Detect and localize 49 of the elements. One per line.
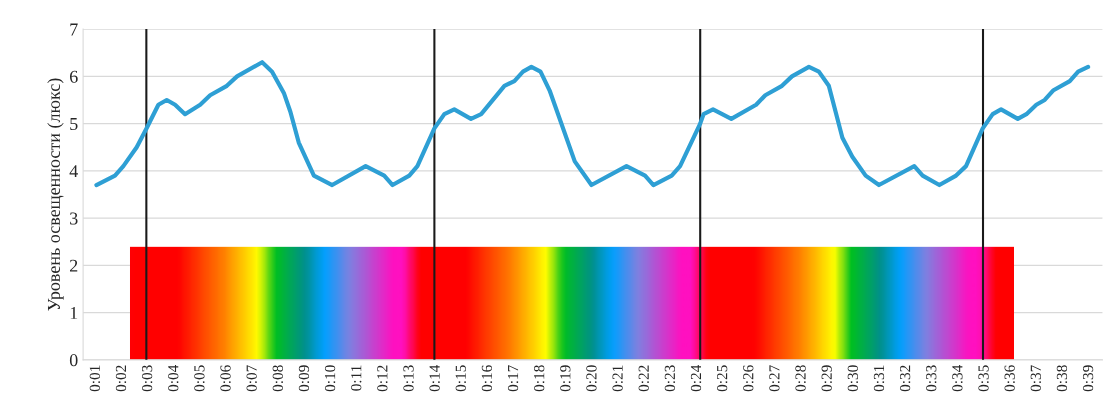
x-tick-label: 0:24 — [690, 364, 702, 392]
y-tick-label: 5 — [70, 118, 78, 131]
x-tick-label: 0:07 — [246, 365, 257, 392]
x-tick-label: 0:04 — [168, 364, 179, 392]
y-tick-label: 1 — [70, 306, 78, 319]
y-axis-title: Уровень освещенности (люкс) — [47, 78, 64, 311]
x-tick-label: 0:31 — [873, 365, 885, 392]
x-tick-label: 0:33 — [926, 365, 937, 392]
x-tick-label: 0:19 — [560, 365, 571, 392]
x-tick-label: 0:01 — [89, 365, 101, 392]
x-tick-label: 0:09 — [298, 365, 310, 392]
x-tick-label: 0:12 — [377, 365, 388, 392]
x-tick-label: 0:26 — [743, 365, 754, 392]
x-tick-label: 0:36 — [1004, 365, 1015, 392]
x-tick-label: 0:25 — [716, 365, 728, 392]
y-tick-label: 6 — [69, 70, 78, 83]
x-tick-label: 0:29 — [821, 365, 832, 392]
x-tick-label: 0:37 — [1030, 365, 1042, 392]
x-tick-label: 0:03 — [141, 365, 153, 392]
x-tick-label: 0:11 — [351, 365, 362, 391]
x-tick-label: 0:21 — [612, 365, 623, 392]
y-tick-label: 7 — [70, 23, 78, 36]
x-tick-label: 0:30 — [847, 365, 859, 392]
y-tick-label: 0 — [69, 354, 78, 367]
x-tick-label: 0:16 — [481, 365, 493, 392]
line-series — [94, 60, 1091, 188]
x-tick-label: 0:18 — [534, 365, 545, 392]
x-tick-label: 0:35 — [978, 365, 989, 392]
x-tick-label: 0:34 — [952, 364, 963, 392]
x-tick-label: 0:38 — [1056, 365, 1068, 392]
x-tick-label: 0:27 — [769, 365, 780, 392]
x-tick-label: 0:39 — [1082, 365, 1094, 392]
y-tick-label: 2 — [70, 259, 78, 272]
y-tick-label: 3 — [70, 212, 78, 225]
x-tick-label: 0:15 — [455, 365, 466, 392]
x-tick-label: 0:13 — [403, 365, 414, 392]
x-tick-label: 0:32 — [899, 365, 911, 392]
x-tick-label: 0:28 — [795, 365, 806, 392]
y-tick-label: 4 — [69, 165, 78, 178]
x-tick-label: 0:10 — [324, 365, 336, 392]
x-tick-label: 0:02 — [115, 365, 127, 392]
x-tick-label: 0:06 — [220, 365, 231, 392]
x-tick-label: 0:17 — [507, 365, 519, 392]
x-tick-label: 0:20 — [586, 365, 597, 392]
x-tick-label: 0:08 — [272, 365, 284, 392]
x-tick-label: 0:22 — [638, 365, 649, 392]
x-tick-label: 0:14 — [429, 364, 440, 392]
x-tick-label: 0:05 — [194, 365, 205, 392]
x-tick-label: 0:23 — [664, 365, 676, 392]
